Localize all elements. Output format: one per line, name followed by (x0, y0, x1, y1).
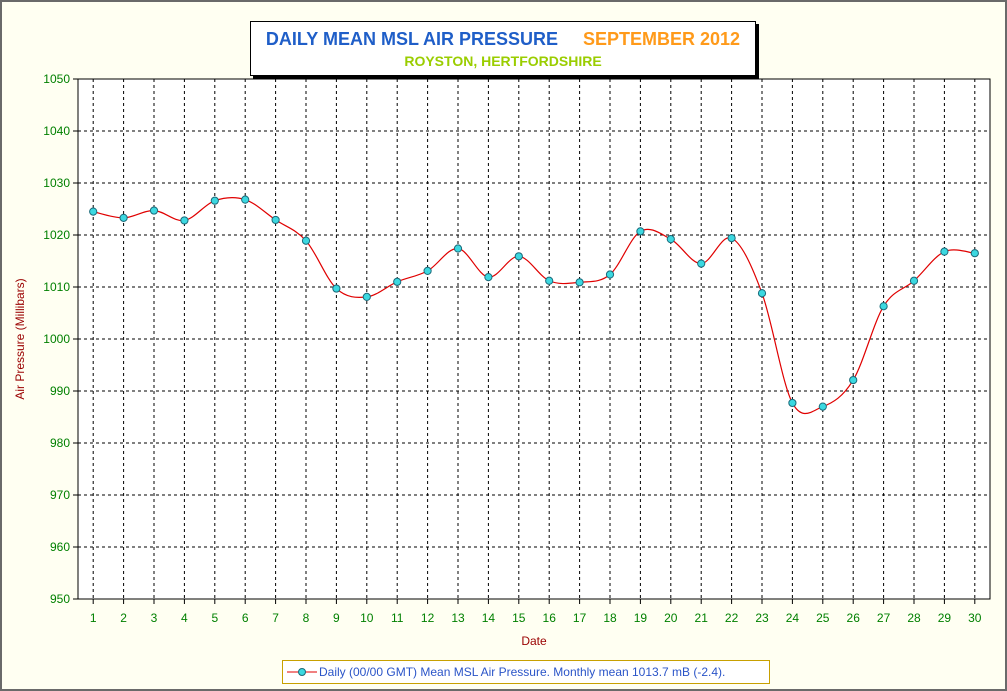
data-point (697, 259, 706, 268)
data-point (423, 266, 432, 275)
x-tick-label: 17 (573, 611, 587, 625)
data-point (940, 247, 949, 256)
data-point (514, 252, 523, 261)
data-point (271, 215, 280, 225)
x-tick-label: 22 (725, 611, 739, 625)
x-tick-label: 12 (421, 611, 435, 625)
y-tick-label: 990 (50, 384, 70, 398)
y-tick-label: 950 (50, 592, 70, 606)
y-tick-label: 1050 (43, 72, 70, 86)
chart-title: DAILY MEAN MSL AIR PRESSURE (265, 29, 558, 49)
data-point (757, 289, 767, 298)
x-tick-label: 30 (968, 611, 982, 625)
x-tick-label: 23 (755, 611, 769, 625)
data-point (727, 234, 736, 243)
x-tick-label: 3 (151, 611, 158, 625)
y-tick-label: 970 (50, 488, 70, 502)
chart-title-line: DAILY MEAN MSL AIR PRESSURE SEPTEMBER 20… (251, 29, 755, 50)
x-tick-label: 2 (120, 611, 127, 625)
chart-subtitle-month: SEPTEMBER 2012 (583, 29, 741, 49)
x-tick-label: 15 (512, 611, 526, 625)
data-point (241, 195, 250, 204)
y-tick-label: 980 (50, 436, 70, 450)
x-tick-label: 10 (360, 611, 374, 625)
y-tick-label: 1030 (43, 176, 70, 190)
x-tick-label: 19 (634, 611, 648, 625)
y-tick-label: 1010 (43, 280, 70, 294)
x-tick-label: 26 (847, 611, 861, 625)
data-point (362, 292, 371, 301)
x-tick-label: 28 (907, 611, 921, 625)
y-axis-title: Air Pressure (Millibars) (13, 278, 27, 399)
chart-legend: Daily (00/00 GMT) Mean MSL Air Pressure.… (282, 660, 770, 684)
data-point (636, 227, 645, 236)
data-point (180, 216, 189, 225)
data-point (879, 302, 888, 311)
x-tick-label: 8 (303, 611, 310, 625)
x-tick-label: 20 (664, 611, 678, 625)
x-tick-label: 6 (242, 611, 249, 625)
x-tick-label: 27 (877, 611, 891, 625)
data-point (393, 277, 402, 286)
data-point (210, 196, 219, 205)
data-point (605, 270, 615, 279)
legend-label: Daily (00/00 GMT) Mean MSL Air Pressure.… (319, 665, 726, 679)
data-point (849, 375, 858, 385)
legend-line-marker-icon (287, 668, 317, 676)
y-tick-label: 1000 (43, 332, 70, 346)
x-axis-title: Date (521, 634, 547, 648)
plot-border (77, 78, 991, 600)
y-tick-label: 1020 (43, 228, 70, 242)
data-point (301, 236, 311, 245)
chart-subtitle-location: ROYSTON, HERTFORDSHIRE (404, 53, 602, 69)
data-point (666, 235, 675, 244)
x-tick-label: 11 (391, 611, 404, 625)
data-point (453, 244, 463, 253)
data-point (575, 278, 584, 287)
y-tick-label: 960 (50, 540, 70, 554)
y-tick-label: 1040 (43, 124, 70, 138)
x-tick-label: 7 (272, 611, 279, 625)
x-tick-label: 4 (181, 611, 188, 625)
data-point (119, 213, 128, 222)
data-point (970, 249, 979, 258)
data-point (909, 276, 919, 285)
x-tick-label: 25 (816, 611, 830, 625)
data-point (332, 284, 341, 293)
data-point (818, 402, 827, 411)
x-tick-label: 21 (695, 611, 709, 625)
x-tick-label: 14 (482, 611, 496, 625)
data-point (89, 207, 98, 216)
x-tick-label: 9 (333, 611, 340, 625)
data-point (545, 276, 554, 285)
x-tick-label: 5 (211, 611, 218, 625)
x-tick-label: 18 (603, 611, 617, 625)
x-tick-label: 29 (938, 611, 952, 625)
data-point (484, 273, 493, 282)
x-tick-label: 13 (451, 611, 465, 625)
data-point (788, 398, 797, 408)
x-tick-label: 1 (90, 611, 97, 625)
data-point (149, 206, 159, 215)
x-tick-label: 24 (786, 611, 800, 625)
x-tick-label: 16 (543, 611, 557, 625)
chart-title-box: DAILY MEAN MSL AIR PRESSURE SEPTEMBER 20… (250, 21, 756, 76)
